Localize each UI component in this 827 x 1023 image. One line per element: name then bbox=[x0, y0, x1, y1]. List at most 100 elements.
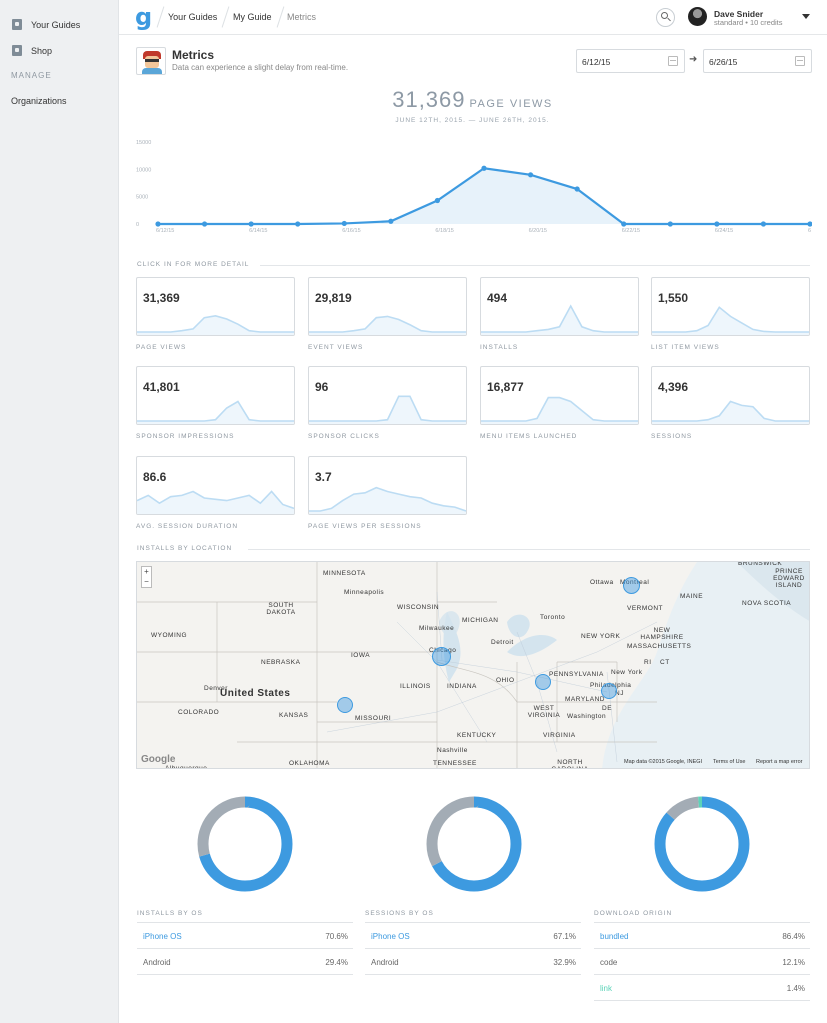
stat-label: PAGE VIEWS PER SESSIONS bbox=[308, 523, 422, 530]
map-zoom-controls[interactable]: + − bbox=[141, 566, 152, 588]
end-date-input[interactable]: 6/26/15 bbox=[703, 49, 812, 73]
stat-card[interactable]: 31,369 bbox=[136, 277, 295, 336]
zoom-out-button[interactable]: − bbox=[144, 577, 149, 586]
table-row[interactable]: link 1.4% bbox=[594, 974, 810, 1000]
guidebook-logo[interactable]: g bbox=[135, 3, 153, 31]
map-label: MISSOURI bbox=[355, 715, 392, 722]
stat-value: 494 bbox=[487, 291, 508, 305]
table-row[interactable]: Android 32.9% bbox=[365, 948, 581, 974]
shop-bag-icon bbox=[12, 45, 22, 56]
start-date-input[interactable]: 6/12/15 bbox=[576, 49, 685, 73]
map-label: PENNSYLVANIA bbox=[549, 671, 604, 678]
data-point[interactable] bbox=[201, 221, 208, 227]
data-point[interactable] bbox=[760, 221, 767, 227]
calendar-icon[interactable] bbox=[795, 56, 805, 66]
install-location-marker[interactable] bbox=[337, 697, 353, 713]
table-row[interactable]: iPhone OS 70.6% bbox=[137, 922, 353, 948]
install-location-marker[interactable] bbox=[623, 577, 640, 594]
stat-card[interactable]: 96 bbox=[308, 366, 467, 425]
donut-slice[interactable] bbox=[426, 796, 522, 892]
chart-area bbox=[158, 168, 810, 224]
row-percent: 32.9% bbox=[553, 958, 576, 967]
stat-card[interactable]: 29,819 bbox=[308, 277, 467, 336]
install-location-marker[interactable] bbox=[601, 683, 617, 699]
stat-card[interactable]: 41,801 bbox=[136, 366, 295, 425]
map-label: Toronto bbox=[540, 614, 566, 621]
stat-card[interactable]: 1,550 bbox=[651, 277, 810, 336]
table-row[interactable]: iPhone OS 67.1% bbox=[365, 922, 581, 948]
data-point[interactable] bbox=[341, 220, 347, 227]
map-label: MARYLAND bbox=[565, 696, 606, 703]
map-label: MAINE bbox=[680, 593, 704, 600]
x-tick-label: 6/18/15 bbox=[435, 228, 453, 234]
breakdown-heading: INSTALLS BY OS bbox=[137, 910, 203, 917]
map-label: PRINCE EDWARD ISLAND bbox=[773, 568, 805, 589]
stat-value: 16,877 bbox=[487, 380, 524, 394]
row-label: Android bbox=[143, 958, 171, 967]
sidebar-item-your-guides[interactable]: Your Guides bbox=[12, 19, 80, 30]
avatar[interactable] bbox=[688, 7, 707, 26]
sidebar-item-label: Your Guides bbox=[31, 19, 81, 30]
stat-label: LIST ITEM VIEWS bbox=[651, 344, 720, 351]
zoom-in-button[interactable]: + bbox=[144, 567, 149, 576]
donut-slice[interactable] bbox=[654, 796, 750, 892]
row-percent: 29.4% bbox=[325, 958, 348, 967]
y-tick-label: 5000 bbox=[136, 195, 148, 201]
data-point[interactable] bbox=[574, 186, 580, 192]
stat-label: EVENT VIEWS bbox=[308, 344, 364, 351]
breadcrumb-your-guides[interactable]: Your Guides bbox=[168, 12, 218, 22]
map-label: VIRGINIA bbox=[543, 732, 576, 739]
table-row[interactable]: code 12.1% bbox=[594, 948, 810, 974]
data-point[interactable] bbox=[621, 221, 627, 227]
sidebar-item-label: Organizations bbox=[11, 96, 67, 106]
install-location-marker[interactable] bbox=[535, 674, 551, 690]
stat-label: MENU ITEMS LAUNCHED bbox=[480, 433, 578, 440]
data-point[interactable] bbox=[714, 221, 720, 227]
report-map-error-link[interactable]: Report a map error bbox=[756, 759, 803, 765]
chevron-down-icon[interactable] bbox=[802, 14, 810, 19]
data-point[interactable] bbox=[155, 221, 161, 227]
terms-link[interactable]: Terms of Use bbox=[713, 759, 746, 765]
installs-map[interactable]: + − MINNESOTA Minneapolis SOUTH DAKOTA WYOM… bbox=[136, 561, 810, 769]
data-point[interactable] bbox=[388, 218, 394, 224]
data-point[interactable] bbox=[434, 197, 441, 204]
data-point[interactable] bbox=[527, 172, 534, 178]
divider bbox=[248, 549, 810, 550]
calendar-icon[interactable] bbox=[668, 56, 678, 66]
sidebar-item-shop[interactable]: Shop bbox=[12, 45, 52, 56]
donut-slice[interactable] bbox=[197, 796, 293, 892]
table-row[interactable]: Android 29.4% bbox=[137, 948, 353, 974]
google-logo: Google bbox=[141, 754, 176, 765]
sidebar-item-organizations[interactable]: Organizations bbox=[11, 96, 67, 106]
search-button[interactable] bbox=[656, 8, 675, 27]
stat-card[interactable]: 86.6 bbox=[136, 456, 295, 515]
stat-label: SPONSOR IMPRESSIONS bbox=[136, 433, 235, 440]
map-label: RI bbox=[644, 659, 652, 666]
sidebar-item-label: Shop bbox=[31, 45, 53, 56]
map-label: NEBRASKA bbox=[261, 659, 301, 666]
row-label: iPhone OS bbox=[371, 932, 410, 941]
data-point[interactable] bbox=[807, 221, 812, 227]
user-name[interactable]: Dave Snider bbox=[714, 9, 764, 19]
stat-card[interactable]: 4,396 bbox=[651, 366, 810, 425]
x-tick-label: 6/20/15 bbox=[529, 228, 547, 234]
stat-card[interactable]: 494 bbox=[480, 277, 639, 336]
map-label: WEST VIRGINIA bbox=[527, 705, 561, 719]
donut-chart bbox=[197, 796, 293, 892]
row-label: link bbox=[600, 984, 613, 993]
map-label: NOVA SCOTIA bbox=[742, 600, 792, 607]
breadcrumb-separator bbox=[156, 6, 165, 28]
divider bbox=[137, 974, 353, 975]
stat-card[interactable]: 16,877 bbox=[480, 366, 639, 425]
data-point[interactable] bbox=[667, 221, 673, 227]
table-row[interactable]: bundled 86.4% bbox=[594, 922, 810, 948]
data-point[interactable] bbox=[481, 165, 487, 171]
donut-chart bbox=[654, 796, 750, 892]
stat-card[interactable]: 3.7 bbox=[308, 456, 467, 515]
data-point[interactable] bbox=[295, 221, 301, 227]
install-location-marker[interactable] bbox=[432, 647, 451, 666]
breadcrumb-my-guide[interactable]: My Guide bbox=[233, 12, 272, 22]
data-point[interactable] bbox=[248, 221, 254, 227]
total-label: PAGE VIEWS bbox=[469, 98, 553, 110]
x-tick-label: 6/22/15 bbox=[622, 228, 640, 234]
